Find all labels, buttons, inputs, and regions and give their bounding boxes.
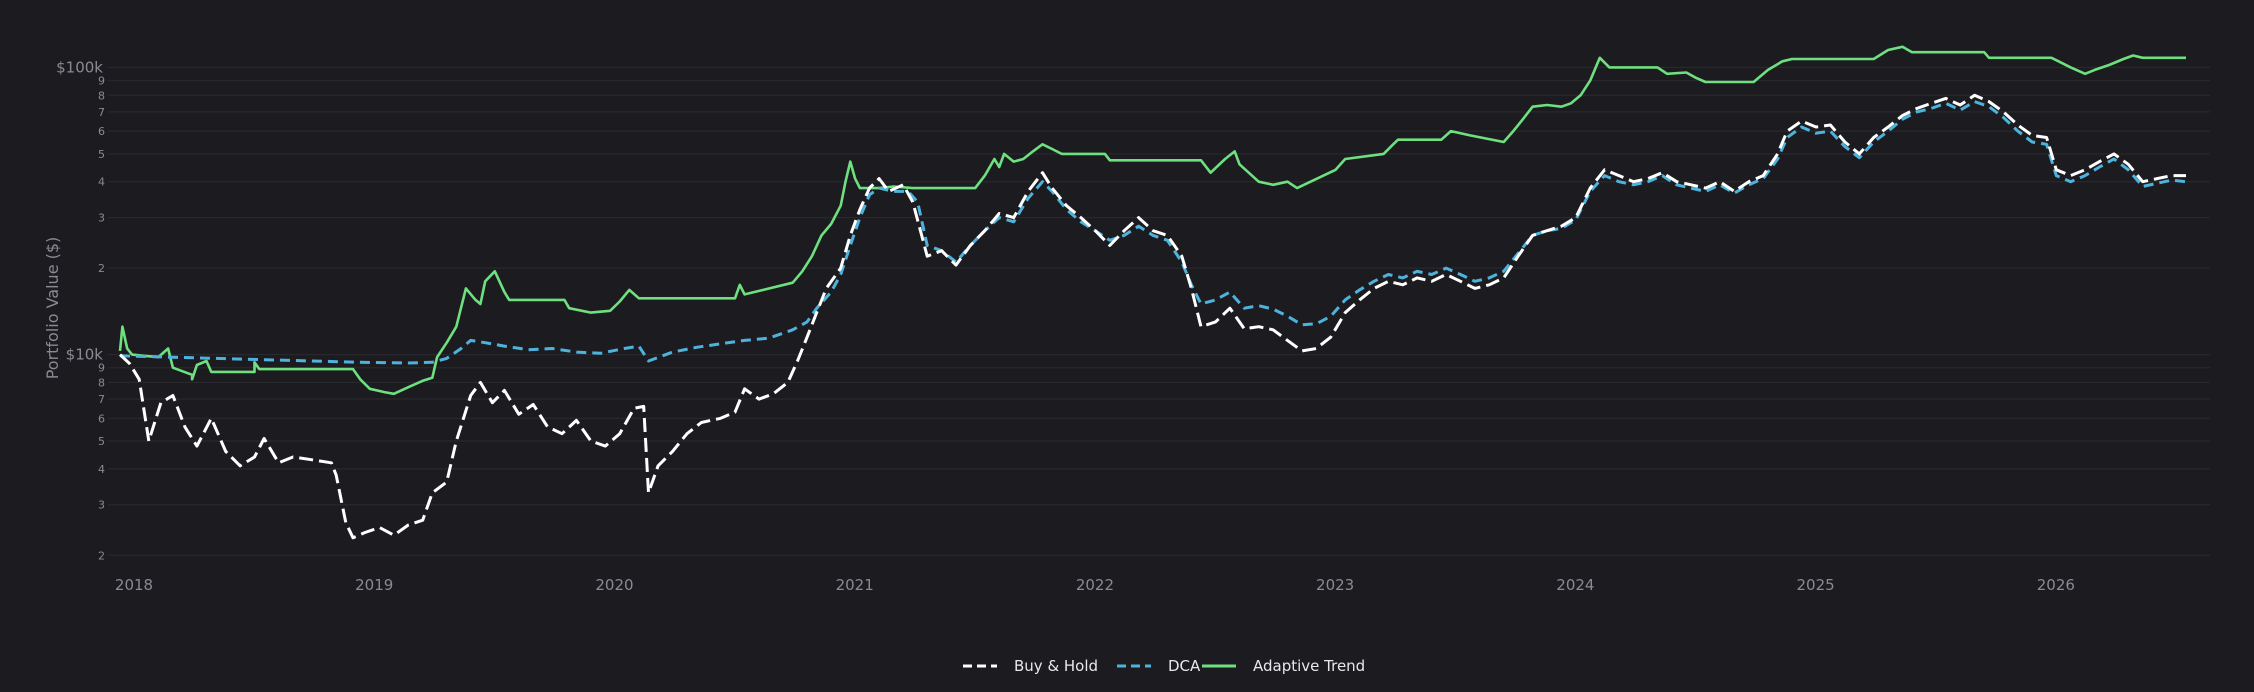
x-tick-label-6: 2024	[1556, 576, 1594, 594]
y-tick-label-0: $100k	[56, 58, 103, 76]
y-tick-label-17: 2	[98, 549, 105, 562]
x-tick-label-1: 2019	[355, 576, 393, 594]
x-tick-label-0: 2018	[115, 576, 153, 594]
x-tick-label-8: 2026	[2037, 576, 2075, 594]
y-tick-label-14: 5	[98, 435, 105, 448]
x-axis-ticks: 2018 2019 2020 2021 2022 2023 2024 2025 2026	[115, 576, 2075, 594]
y-axis-title: Portfolio Value ($)	[43, 237, 62, 380]
x-tick-label-4: 2022	[1076, 576, 1114, 594]
legend: Buy & Hold DCA Adaptive Trend	[963, 657, 1365, 675]
y-tick-label-10: 9	[98, 362, 105, 375]
y-tick-label-6: 4	[98, 176, 105, 189]
legend-label-1: DCA	[1168, 657, 1201, 675]
y-tick-label-4: 6	[98, 125, 105, 138]
series-line-dca	[119, 100, 2187, 365]
y-tick-label-5: 5	[98, 148, 105, 161]
series-line-adaptive-trend	[118, 45, 2186, 396]
x-tick-label-2: 2020	[595, 576, 633, 594]
x-tick-label-5: 2023	[1316, 576, 1354, 594]
y-tick-label-2: 8	[98, 89, 105, 102]
y-tick-label-11: 8	[98, 376, 105, 389]
x-tick-label-3: 2021	[836, 576, 874, 594]
y-tick-label-13: 6	[98, 412, 105, 425]
grid	[108, 66, 2210, 556]
y-tick-label-3: 7	[98, 106, 105, 119]
legend-label-0: Buy & Hold	[1014, 657, 1098, 675]
y-tick-label-7: 3	[98, 212, 105, 225]
y-tick-label-16: 3	[98, 499, 105, 512]
x-tick-label-7: 2025	[1797, 576, 1835, 594]
y-tick-label-15: 4	[98, 463, 105, 476]
y-tick-label-8: 2	[98, 262, 105, 275]
y-tick-label-9: $10k	[66, 346, 104, 364]
y-tick-label-12: 7	[98, 393, 105, 406]
legend-label-2: Adaptive Trend	[1253, 657, 1365, 675]
series-line-buy-hold	[118, 93, 2186, 540]
series-lines	[118, 45, 2187, 540]
y-tick-label-1: 9	[98, 75, 105, 88]
